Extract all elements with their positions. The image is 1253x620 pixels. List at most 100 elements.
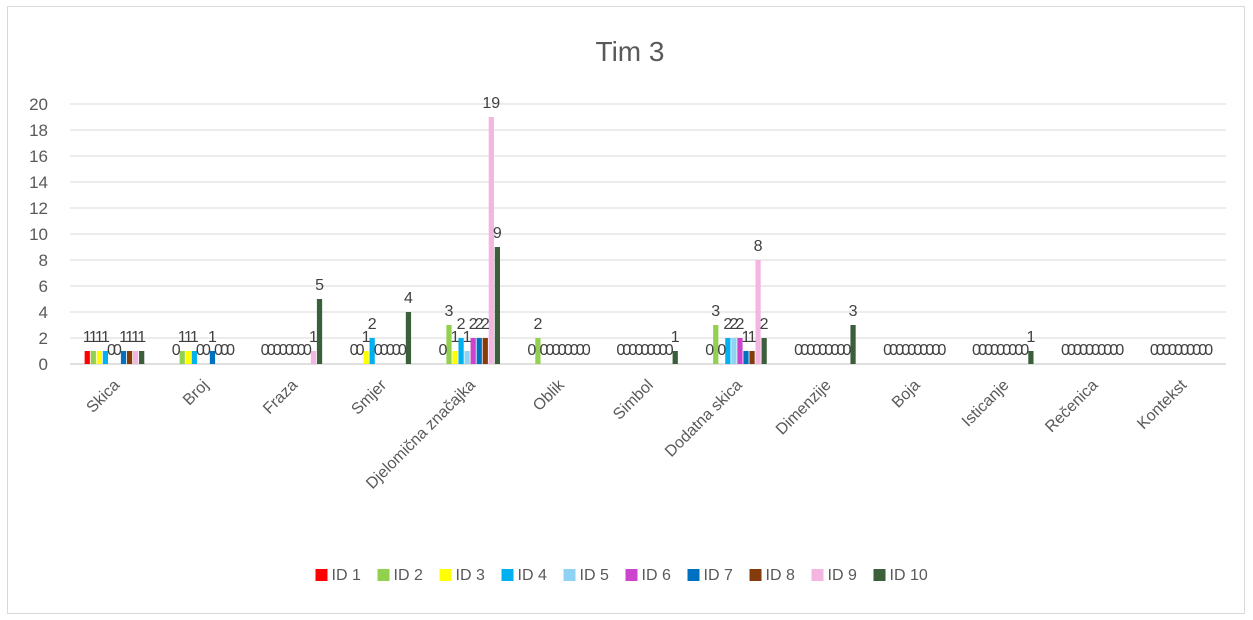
- data-label: 0: [641, 342, 650, 359]
- data-label: 2: [735, 316, 744, 333]
- data-label: 1: [748, 329, 757, 346]
- bar: [102, 351, 109, 364]
- y-tick-label: 10: [29, 225, 48, 244]
- data-label: 0: [374, 342, 383, 359]
- data-label: 0: [824, 342, 833, 359]
- data-label: 1: [362, 329, 371, 346]
- legend-swatch: [749, 569, 762, 581]
- data-label: 1: [131, 329, 140, 346]
- legend-label: ID 6: [642, 567, 671, 584]
- legend-swatch: [377, 569, 390, 581]
- bar: [90, 351, 96, 364]
- bar: [731, 338, 737, 364]
- legend-label: ID 7: [704, 567, 733, 584]
- data-label: 0: [1198, 342, 1207, 359]
- data-label: 0: [398, 342, 407, 359]
- data-label: 0: [297, 342, 306, 359]
- x-tick-label: Oblik: [530, 376, 569, 415]
- bar: [761, 338, 767, 364]
- bar: [191, 351, 197, 364]
- y-tick-label: 12: [29, 199, 48, 218]
- data-label: 0: [172, 342, 181, 359]
- bar: [1028, 351, 1034, 364]
- data-label: 0: [1168, 342, 1177, 359]
- data-label: 0: [107, 342, 116, 359]
- bar: [209, 351, 216, 364]
- data-label: 1: [309, 329, 318, 346]
- data-label: 0: [628, 342, 637, 359]
- x-tick-label: Skica: [84, 377, 124, 417]
- data-label: 0: [273, 342, 282, 359]
- data-label: 0: [285, 342, 294, 359]
- legend-label: ID 4: [518, 567, 547, 584]
- data-label: 0: [616, 342, 625, 359]
- legend-swatch: [563, 569, 576, 581]
- legend: ID 1 ID 2 ID 3 ID 4 ID 5 ID 6 ID 7 ID 8 ID 9 ID 1…: [315, 567, 928, 584]
- bars: [84, 117, 1034, 364]
- data-label: 0: [1014, 342, 1023, 359]
- y-tick-label: 16: [29, 147, 48, 166]
- data-label: 4: [404, 290, 413, 307]
- data-label: 0: [990, 342, 999, 359]
- data-label: 0: [386, 342, 395, 359]
- data-label: 0: [800, 342, 809, 359]
- legend-swatch: [811, 569, 824, 581]
- data-label: 0: [202, 342, 211, 359]
- bar: [488, 117, 494, 364]
- data-label: 0: [1061, 342, 1070, 359]
- bar: [120, 351, 127, 364]
- bar: [713, 325, 719, 364]
- bar: [850, 325, 856, 364]
- bar: [126, 351, 133, 364]
- data-label: 0: [647, 342, 656, 359]
- data-label: 0: [1008, 342, 1017, 359]
- y-tick-label: 2: [39, 329, 48, 348]
- data-label: 8: [754, 238, 763, 255]
- data-label: 1: [184, 329, 193, 346]
- data-label: 0: [919, 342, 928, 359]
- data-label: 0: [527, 342, 536, 359]
- data-label: 0: [1156, 342, 1165, 359]
- bar: [316, 299, 323, 364]
- data-label: 0: [812, 342, 821, 359]
- data-label: 0: [925, 342, 934, 359]
- data-label: 0: [1020, 342, 1029, 359]
- data-label: 2: [723, 316, 732, 333]
- bar: [458, 338, 464, 364]
- data-label: 0: [984, 342, 993, 359]
- bar: [405, 312, 412, 364]
- data-label: 1: [742, 329, 751, 346]
- data-label: 2: [469, 316, 478, 333]
- data-label: 0: [901, 342, 910, 359]
- bar: [482, 338, 488, 364]
- data-label: 0: [622, 342, 631, 359]
- data-label: 0: [392, 342, 401, 359]
- data-label: 1: [119, 329, 128, 346]
- data-label: 0: [1180, 342, 1189, 359]
- data-label: 0: [818, 342, 827, 359]
- data-label: 0: [1204, 342, 1213, 359]
- data-label: 2: [729, 316, 738, 333]
- legend-label: ID 10: [890, 567, 928, 584]
- data-label: 0: [978, 342, 987, 359]
- x-tick-label: Simbol: [610, 377, 657, 424]
- data-label: 0: [564, 342, 573, 359]
- data-label: 0: [1002, 342, 1011, 359]
- data-label: 0: [226, 342, 235, 359]
- legend-swatch: [315, 569, 328, 581]
- data-label: 0: [1150, 342, 1159, 359]
- data-label: 0: [1162, 342, 1171, 359]
- x-tick-label: Rečenica: [1042, 377, 1101, 436]
- data-label: 1: [1026, 329, 1035, 346]
- data-label: 0: [1186, 342, 1195, 359]
- data-label: 0: [558, 342, 567, 359]
- x-tick-label: Dodatna skica: [662, 377, 746, 461]
- data-label: 0: [1109, 342, 1118, 359]
- bar: [725, 338, 731, 364]
- data-label: 1: [125, 329, 134, 346]
- data-label: 0: [1097, 342, 1106, 359]
- data-label: 0: [843, 342, 852, 359]
- y-tick-label: 20: [29, 95, 48, 114]
- data-label: 0: [261, 342, 270, 359]
